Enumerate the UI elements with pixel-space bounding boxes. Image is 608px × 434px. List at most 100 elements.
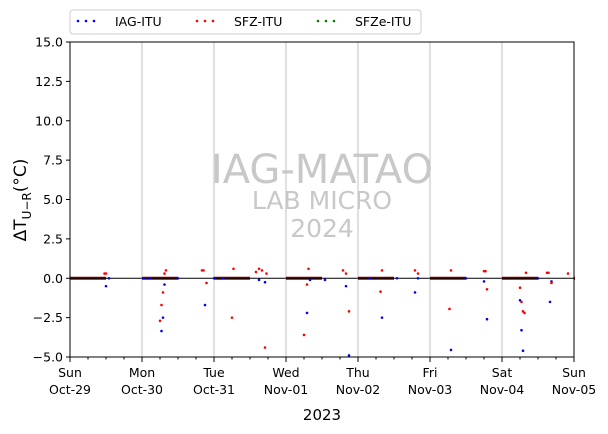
legend-marker [203,19,207,23]
data-point-sfz-itu [518,286,522,290]
data-point-iag-itu [203,303,207,307]
data-point-sfz-itu [520,300,523,304]
x-tick-label-day: Sun [562,365,586,380]
x-tick-label-date: Nov-01 [264,382,308,397]
data-point-sfz-itu [413,269,417,272]
legend-marker [316,19,320,23]
data-point-sfz-itu [380,269,384,272]
x-tick-label-day: Wed [272,365,299,380]
legend-marker [324,19,328,23]
data-point-sfz-itu [263,346,267,349]
data-point-sfz-itu [232,267,235,271]
legend-marker [76,19,80,23]
data-point-iag-itu [395,276,399,280]
data-point-sfz-itu [305,283,309,286]
data-point-iag-itu [161,316,165,319]
data-point-iag-itu [521,349,525,353]
watermark-line-2: LAB MICRO [252,186,392,215]
legend-label: SFZe-ITU [355,14,411,29]
data-point-iag-itu [347,354,351,357]
x-tick-label-date: Nov-03 [408,382,452,397]
data-point-sfz-itu [164,269,168,272]
data-point-iag-itu [323,278,327,282]
x-axis-label: 2023 [303,406,341,424]
data-point-iag-itu [257,278,261,282]
x-tick-label-day: Sun [58,365,82,380]
x-tick-label-day: Thu [345,365,369,380]
data-point-sfz-itu [485,287,489,291]
watermark: IAG-MATAO LAB MICRO 2024 [211,147,433,243]
data-point-sfz-itu [257,267,261,271]
y-axis-label-main: ΔT [11,219,31,242]
x-tick-label-day: Tue [202,365,225,380]
y-tick-label: 2.5 [43,231,63,246]
data-point-iag-itu [413,291,417,294]
y-tick-label: 12.5 [35,74,63,89]
x-tick-label-day: Sat [492,365,513,380]
y-axis: −5.0 −2.5 0.0 2.5 5.0 7.5 10.0 12.5 15.0 [33,35,70,365]
legend-label: IAG-ITU [115,14,162,29]
x-tick-label-date: Nov-04 [480,382,525,397]
legend-marker [92,19,96,23]
data-point-sfz-itu [547,271,550,275]
data-point-sfz-itu [160,303,163,307]
data-point-iag-itu [107,276,111,280]
x-tick-label-date: Oct-30 [121,382,163,397]
y-tick-label: 0.0 [43,271,63,286]
y-axis-label-unit: (°C) [11,159,31,193]
grid-lines [141,42,503,357]
data-point-sfz-itu [307,267,310,271]
data-point-iag-itu [380,316,384,319]
legend-marker [211,19,215,23]
data-point-iag-itu [485,317,489,321]
data-point-iag-itu [344,284,348,288]
y-tick-label: 5.0 [43,192,63,207]
data-points [103,267,570,357]
data-point-iag-itu [160,329,163,333]
data-point-iag-itu [163,283,166,286]
data-point-sfz-itu [566,272,570,275]
data-point-sfz-itu [550,281,553,285]
data-point-sfz-itu [344,272,348,275]
data-point-iag-itu [464,276,468,280]
data-point-sfz-itu [202,269,205,272]
data-point-sfz-itu [158,319,162,323]
x-tick-label-date: Oct-29 [49,382,91,397]
data-point-sfz-itu [416,272,420,275]
data-point-sfz-itu [205,281,208,285]
data-point-iag-itu [368,276,372,280]
y-axis-label: ΔTU−R(°C) [11,159,34,242]
data-point-iag-itu [212,276,216,280]
y-tick-label: 10.0 [35,113,63,128]
data-point-sfz-itu [448,307,451,311]
data-point-sfz-itu [161,291,165,294]
data-point-sfz-itu [524,271,528,275]
y-tick-label: −5.0 [33,350,63,365]
y-tick-label: 15.0 [35,35,63,50]
data-point-sfz-itu [302,333,306,337]
data-point-sfz-itu [260,269,264,272]
plot-area [70,42,574,357]
data-point-iag-itu [449,348,453,352]
data-point-iag-itu [548,300,552,304]
data-point-iag-itu [416,276,420,280]
data-point-iag-itu [148,276,151,280]
legend-marker [84,19,88,23]
data-point-sfz-itu [347,310,351,313]
x-tick-label-date: Nov-05 [552,382,596,397]
data-point-iag-itu [308,278,312,282]
legend: IAG-ITU SFZ-ITU SFZe-ITU [69,9,422,35]
data-point-sfz-itu [104,272,108,275]
data-point-iag-itu [104,284,108,288]
data-point-sfz-itu [265,272,268,275]
data-point-sfz-itu [484,269,487,273]
x-axis: Sun Oct-29 Mon Oct-30 Tue Oct-31 Wed Nov-01 Thu N… [49,357,596,397]
legend-marker [332,19,336,23]
x-tick-label-day: Fri [423,365,438,380]
data-point-iag-itu [221,276,225,280]
data-point-iag-itu [176,276,180,280]
legend-label: SFZ-ITU [234,14,282,29]
data-point-iag-itu [263,280,267,284]
data-point-sfz-itu [341,269,345,272]
